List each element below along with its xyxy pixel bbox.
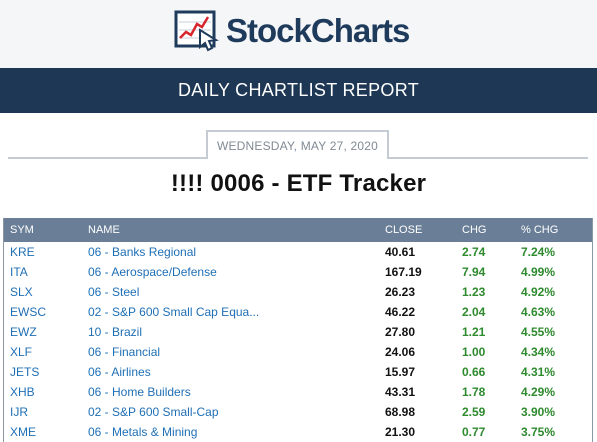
column-header-name[interactable]: NAME <box>88 224 120 236</box>
percent-change-value: 7.24% <box>521 245 556 259</box>
symbol-link[interactable]: IJR <box>10 405 28 419</box>
percent-change-value: 4.92% <box>521 285 556 299</box>
chart-logo-icon <box>174 10 219 52</box>
brand-header: StockCharts <box>0 0 597 68</box>
symbol-link[interactable]: EWZ <box>10 325 37 339</box>
name-link[interactable]: 02 - S&P 600 Small Cap Equa... <box>88 305 260 319</box>
change-value: 1.23 <box>462 285 486 299</box>
symbol-link[interactable]: KRE <box>10 245 35 259</box>
symbol-link[interactable]: XHB <box>10 385 35 399</box>
name-link[interactable]: 02 - S&P 600 Small-Cap <box>88 405 219 419</box>
change-value: 7.94 <box>462 265 486 279</box>
name-link[interactable]: 10 - Brazil <box>88 325 143 339</box>
change-value: 2.74 <box>462 245 486 259</box>
name-link[interactable]: 06 - Home Builders <box>88 385 191 399</box>
close-value: 40.61 <box>385 245 416 259</box>
table-row: XHB 06 - Home Builders 43.31 1.78 4.29% <box>4 382 592 402</box>
close-value: 43.31 <box>385 385 416 399</box>
table-row: ITA 06 - Aerospace/Defense 167.19 7.94 4… <box>4 262 592 282</box>
table-header-row: SYM NAME CLOSE CHG % CHG <box>4 218 592 242</box>
symbol-link[interactable]: ITA <box>10 265 28 279</box>
symbol-link[interactable]: JETS <box>10 365 40 379</box>
symbol-link[interactable]: EWSC <box>10 305 46 319</box>
date-tab: WEDNESDAY, MAY 27, 2020 <box>206 130 389 159</box>
report-title: DAILY CHARTLIST REPORT <box>177 80 419 100</box>
symbol-link[interactable]: XME <box>10 425 37 439</box>
column-header-sym[interactable]: SYM <box>10 224 34 236</box>
percent-change-value: 3.75% <box>521 425 556 439</box>
close-value: 46.22 <box>385 305 416 319</box>
chartlist-title: !!!! 0006 - ETF Tracker <box>170 170 427 197</box>
percent-change-value: 4.63% <box>521 305 556 319</box>
percent-change-value: 4.31% <box>521 365 556 379</box>
table-row: EWZ 10 - Brazil 27.80 1.21 4.55% <box>4 322 592 342</box>
name-link[interactable]: 06 - Steel <box>88 285 140 299</box>
percent-change-value: 4.34% <box>521 345 556 359</box>
change-value: 2.04 <box>462 305 486 319</box>
brand-name: StockCharts <box>226 12 410 49</box>
change-value: 2.59 <box>462 405 486 419</box>
close-value: 15.97 <box>385 365 416 379</box>
name-link[interactable]: 06 - Financial <box>88 345 161 359</box>
change-value: 1.00 <box>462 345 486 359</box>
table-row: IJR 02 - S&P 600 Small-Cap 68.98 2.59 3.… <box>4 402 592 422</box>
percent-change-value: 4.29% <box>521 385 556 399</box>
table-body: KRE 06 - Banks Regional 40.61 2.74 7.24%… <box>4 242 592 442</box>
name-link[interactable]: 06 - Aerospace/Defense <box>88 265 217 279</box>
table-row: SLX 06 - Steel 26.23 1.23 4.92% <box>4 282 592 302</box>
percent-change-value: 4.99% <box>521 265 556 279</box>
close-value: 27.80 <box>385 325 416 339</box>
percent-change-value: 3.90% <box>521 405 556 419</box>
table-row: XME 06 - Metals & Mining 21.30 0.77 3.75… <box>4 422 592 442</box>
name-link[interactable]: 06 - Metals & Mining <box>88 425 198 439</box>
column-header-close[interactable]: CLOSE <box>385 224 423 236</box>
close-value: 167.19 <box>385 265 422 279</box>
column-header-pct-chg[interactable]: % CHG <box>521 224 559 236</box>
close-value: 24.06 <box>385 345 416 359</box>
change-value: 0.66 <box>462 365 486 379</box>
name-link[interactable]: 06 - Banks Regional <box>88 245 197 259</box>
table-row: EWSC 02 - S&P 600 Small Cap Equa... 46.2… <box>4 302 592 322</box>
report-banner: DAILY CHARTLIST REPORT <box>0 68 597 113</box>
table-row: KRE 06 - Banks Regional 40.61 2.74 7.24% <box>4 242 592 262</box>
table-row: JETS 06 - Airlines 15.97 0.66 4.31% <box>4 362 592 382</box>
percent-change-value: 4.55% <box>521 325 556 339</box>
symbol-link[interactable]: XLF <box>10 345 33 359</box>
etf-table: SYM NAME CLOSE CHG % CHG KRE 06 - Banks … <box>3 218 593 442</box>
close-value: 68.98 <box>385 405 416 419</box>
symbol-link[interactable]: SLX <box>10 285 33 299</box>
change-value: 1.21 <box>462 325 486 339</box>
change-value: 0.77 <box>462 425 486 439</box>
table-row: XLF 06 - Financial 24.06 1.00 4.34% <box>4 342 592 362</box>
column-header-chg[interactable]: CHG <box>462 224 487 236</box>
close-value: 26.23 <box>385 285 416 299</box>
name-link[interactable]: 06 - Airlines <box>88 365 151 379</box>
report-date: WEDNESDAY, MAY 27, 2020 <box>216 138 379 153</box>
close-value: 21.30 <box>385 425 416 439</box>
change-value: 1.78 <box>462 385 486 399</box>
stockcharts-logo[interactable]: StockCharts <box>174 8 424 54</box>
